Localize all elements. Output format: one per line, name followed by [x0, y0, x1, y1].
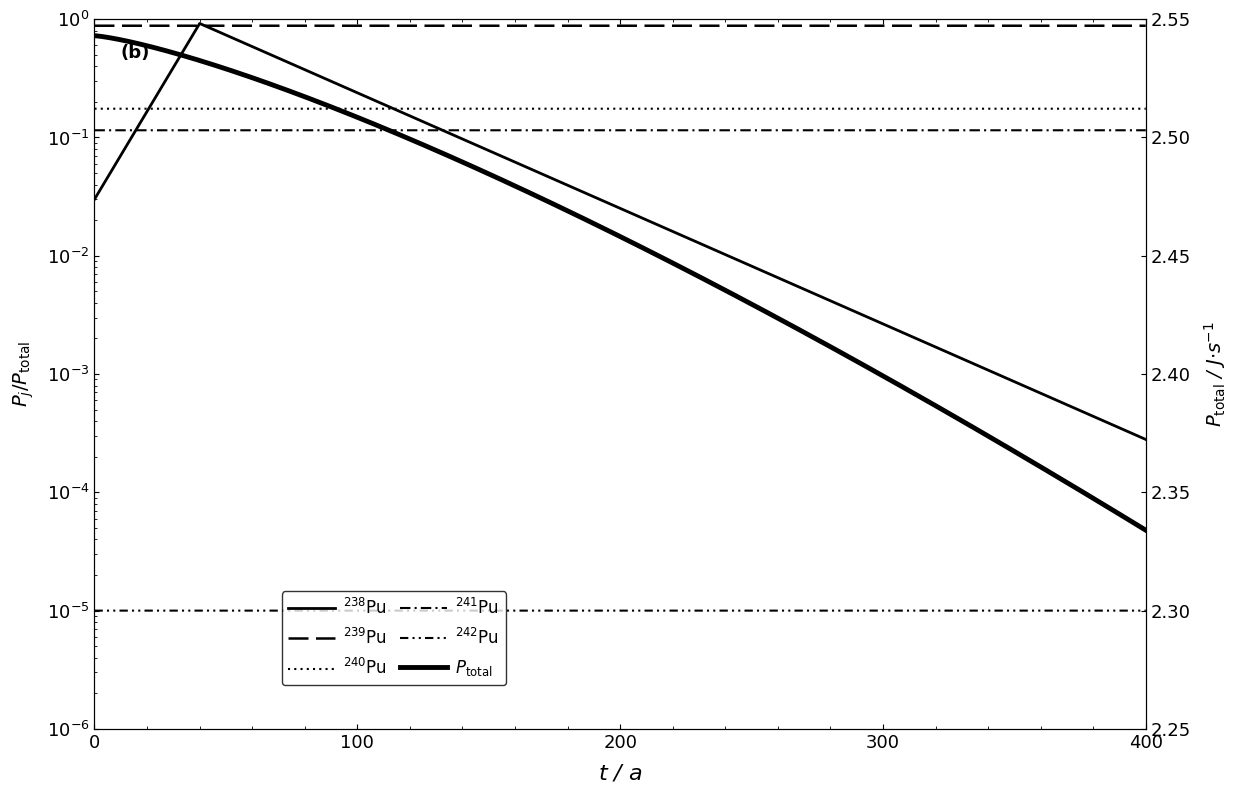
- Text: (b): (b): [120, 44, 150, 62]
- Y-axis label: $P_\mathrm{total}$ / J$\cdot$s$^{-1}$: $P_\mathrm{total}$ / J$\cdot$s$^{-1}$: [1202, 321, 1228, 427]
- Y-axis label: $P_j / P_\mathrm{total}$: $P_j / P_\mathrm{total}$: [11, 341, 36, 407]
- Legend: $^{238}$Pu, $^{239}$Pu, $^{240}$Pu, $^{241}$Pu, $^{242}$Pu, $P_\mathrm{total}$: $^{238}$Pu, $^{239}$Pu, $^{240}$Pu, $^{2…: [281, 591, 506, 685]
- X-axis label: $t$ / a: $t$ / a: [598, 763, 642, 784]
